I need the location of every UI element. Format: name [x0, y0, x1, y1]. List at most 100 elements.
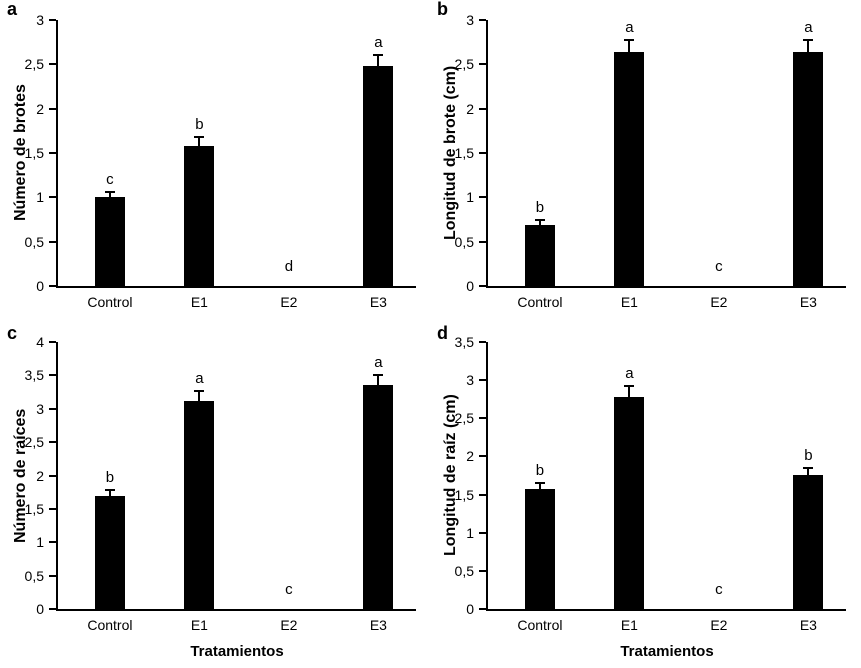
y-tick-mark — [49, 63, 56, 66]
y-tick-label: 0,5 — [24, 233, 44, 250]
y-tick-mark — [49, 574, 56, 577]
y-tick-label: 0,5 — [454, 233, 474, 250]
error-bar — [108, 489, 111, 501]
significance-letter: a — [625, 18, 634, 36]
y-tick-label: 0 — [466, 601, 474, 617]
error-bar — [628, 386, 631, 402]
y-tick-label: 0 — [36, 278, 44, 294]
plot-area — [56, 20, 416, 288]
y-tick-mark — [49, 107, 56, 110]
significance-letter: b — [105, 468, 115, 486]
significance-letter: b — [535, 199, 545, 217]
y-tick-label: 1 — [466, 524, 474, 541]
significance-letter: c — [106, 171, 114, 188]
y-axis-label: Longitud de brote (cm) — [442, 65, 459, 241]
x-category-label: E1 — [620, 294, 638, 310]
bar — [94, 197, 125, 286]
x-category-label: Control — [87, 617, 133, 633]
y-tick-mark — [49, 608, 56, 610]
significance-letter: a — [804, 18, 813, 36]
y-tick-mark — [49, 541, 56, 544]
y-tick-label: 3 — [36, 12, 44, 28]
x-category-label: E2 — [280, 294, 298, 310]
panel-letter: c — [7, 323, 18, 343]
error-bar-cap — [373, 373, 384, 376]
y-tick-mark — [479, 455, 486, 458]
error-bar — [807, 467, 810, 480]
y-tick-mark — [49, 240, 56, 243]
y-tick-mark — [49, 285, 56, 287]
panel-d: d 0 0,5 1 1,5 2 2,5 3 3,5 b Control a E1 c E2 b E3 Longit… — [430, 320, 861, 668]
y-tick-mark — [479, 196, 486, 199]
error-bar-cap — [534, 482, 545, 485]
y-tick-label: 0 — [466, 278, 474, 294]
bar — [614, 396, 645, 609]
y-tick-mark — [479, 379, 486, 382]
y-tick-mark — [49, 441, 56, 444]
error-bar-cap — [624, 38, 635, 41]
y-tick-mark — [479, 608, 486, 610]
y-tick-label: 2,5 — [24, 56, 44, 73]
panel-c: c 0 0,5 1 1,5 2 2,5 3 3,5 4 b Control a E1 c E2 a E3 Númer… — [0, 320, 430, 668]
panel-letter: d — [437, 323, 448, 343]
significance-letter: b — [535, 462, 545, 480]
y-tick-mark — [479, 569, 486, 572]
panel-b: b 0 0,5 1 1,5 2 2,5 3 b Control a E1 c E2 a E3 Longitud … — [430, 0, 861, 320]
error-bar-cap — [194, 389, 205, 392]
y-tick-mark — [479, 531, 486, 534]
significance-letter: c — [285, 581, 293, 598]
y-tick-label: 1,5 — [24, 500, 44, 517]
x-category-label: E1 — [620, 617, 638, 633]
y-tick-label: 1,5 — [24, 145, 44, 161]
y-tick-label: 2 — [36, 467, 44, 484]
error-bar-cap — [104, 488, 115, 491]
significance-letter: d — [284, 258, 294, 275]
y-tick-label: 2 — [466, 448, 474, 465]
panel-letter: a — [7, 0, 18, 19]
y-tick-label: 1,5 — [454, 145, 474, 161]
significance-letter: a — [625, 365, 634, 383]
y-tick-label: 2 — [36, 100, 44, 117]
panel-letter: b — [437, 0, 448, 19]
error-bar — [807, 39, 810, 57]
y-tick-mark — [479, 240, 486, 243]
error-bar-cap — [534, 219, 545, 222]
y-axis-label: Número de raíces — [12, 408, 29, 543]
y-tick-label: 3,5 — [24, 367, 44, 384]
y-tick-mark — [479, 152, 486, 154]
y-tick-label: 3 — [36, 400, 44, 417]
significance-letter: a — [374, 33, 383, 51]
y-tick-label: 1 — [36, 534, 44, 551]
error-bar — [538, 220, 541, 230]
error-bar-cap — [803, 466, 814, 469]
x-category-label: Control — [87, 294, 133, 310]
y-axis-label: Longitud de raíz (cm) — [442, 394, 459, 557]
y-tick-label: 2 — [466, 100, 474, 117]
bar — [94, 495, 125, 609]
plot-area — [486, 20, 846, 288]
significance-letter: a — [195, 369, 204, 387]
y-tick-label: 3 — [466, 12, 474, 28]
y-tick-label: 4 — [36, 334, 44, 350]
y-tick-mark — [479, 285, 486, 287]
x-category-label: E2 — [280, 617, 298, 633]
y-tick-mark — [479, 19, 486, 21]
x-axis-label: Tratamientos — [190, 643, 284, 660]
y-tick-mark — [49, 196, 56, 199]
x-axis-label: Tratamientos — [620, 643, 714, 660]
error-bar — [377, 374, 380, 391]
error-bar — [628, 39, 631, 57]
x-category-label: E2 — [710, 617, 728, 633]
error-bar-cap — [373, 53, 384, 56]
error-bar — [108, 192, 111, 203]
bar — [793, 474, 824, 609]
y-tick-mark — [479, 107, 486, 110]
y-tick-mark — [49, 407, 56, 410]
y-tick-mark — [49, 341, 56, 343]
error-bar-cap — [803, 38, 814, 41]
y-tick-label: 0 — [36, 601, 44, 617]
x-category-label: E3 — [799, 294, 817, 310]
y-tick-mark — [479, 417, 486, 420]
y-tick-label: 1 — [36, 189, 44, 206]
x-category-label: Control — [517, 617, 563, 633]
